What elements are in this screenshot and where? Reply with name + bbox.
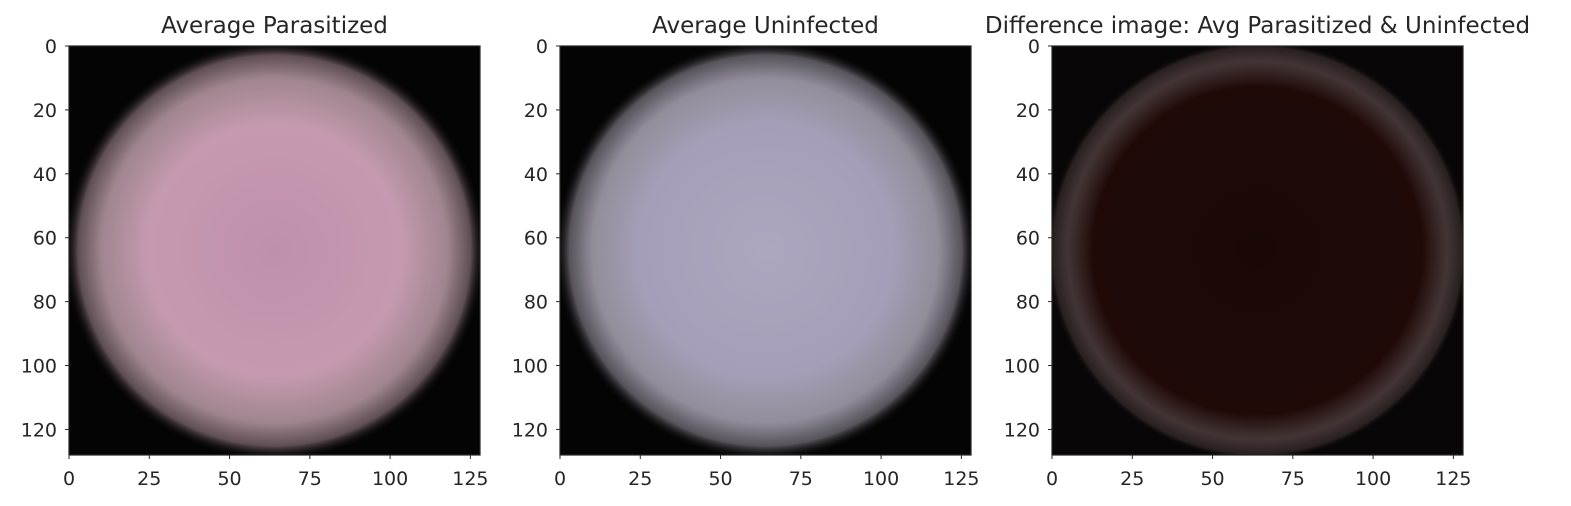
panel-2: Average Uninfected 0 25 50 75 100 125 0 20 40 60 80… xyxy=(512,13,980,490)
cell-image xyxy=(560,46,971,455)
x-tick-label: 125 xyxy=(452,468,488,490)
axes-frame xyxy=(1051,45,1464,456)
x-tick-label: 25 xyxy=(137,468,161,490)
y-tick-label: 100 xyxy=(512,356,548,378)
panel-1: Average Parasitized 0 25 50 75 100 125 0 20 40 60 8… xyxy=(21,13,489,490)
x-tick-label: 0 xyxy=(63,468,75,490)
y-tick-label: 40 xyxy=(524,164,548,186)
x-tick-label: 75 xyxy=(298,468,322,490)
panel-title: Difference image: Avg Parasitized & Unin… xyxy=(985,13,1530,39)
y-tick-label: 60 xyxy=(524,228,548,250)
y-tick-label: 80 xyxy=(524,292,548,314)
cell-image xyxy=(1052,46,1463,455)
axes-frame xyxy=(68,45,481,456)
panel-3: Difference image: Avg Parasitized & Unin… xyxy=(985,13,1530,490)
x-tick-label: 125 xyxy=(943,468,979,490)
axes-frame xyxy=(559,45,972,456)
x-tick-label: 100 xyxy=(863,468,899,490)
y-tick-label: 20 xyxy=(524,100,548,122)
x-tick-label: 25 xyxy=(1120,468,1144,490)
x-tick-label: 75 xyxy=(789,468,813,490)
y-tick-label: 20 xyxy=(1016,100,1040,122)
y-tick-label: 60 xyxy=(33,228,57,250)
x-tick-label: 50 xyxy=(708,468,732,490)
x-tick-label: 100 xyxy=(1355,468,1391,490)
y-tick-label: 80 xyxy=(1016,292,1040,314)
y-tick-label: 120 xyxy=(21,419,57,441)
y-tick-label: 20 xyxy=(33,100,57,122)
y-tick-label: 80 xyxy=(33,292,57,314)
panel-title: Average Parasitized xyxy=(161,13,388,39)
y-tick-label: 100 xyxy=(21,356,57,378)
x-tick-label: 25 xyxy=(628,468,652,490)
x-tick-label: 50 xyxy=(1200,468,1224,490)
y-tick-label: 100 xyxy=(1004,356,1040,378)
x-tick-label: 100 xyxy=(372,468,408,490)
y-tick-label: 0 xyxy=(45,36,57,58)
x-tick-label: 0 xyxy=(1046,468,1058,490)
x-tick-label: 125 xyxy=(1435,468,1471,490)
y-tick-label: 60 xyxy=(1016,228,1040,250)
y-tick-label: 120 xyxy=(512,419,548,441)
x-tick-label: 50 xyxy=(217,468,241,490)
y-tick-label: 40 xyxy=(33,164,57,186)
y-tick-label: 40 xyxy=(1016,164,1040,186)
panel-title: Average Uninfected xyxy=(652,13,879,39)
x-tick-label: 75 xyxy=(1281,468,1305,490)
y-tick-label: 0 xyxy=(536,36,548,58)
y-tick-label: 120 xyxy=(1004,419,1040,441)
cell-image xyxy=(69,46,480,455)
y-tick-label: 0 xyxy=(1028,36,1040,58)
x-tick-label: 0 xyxy=(554,468,566,490)
